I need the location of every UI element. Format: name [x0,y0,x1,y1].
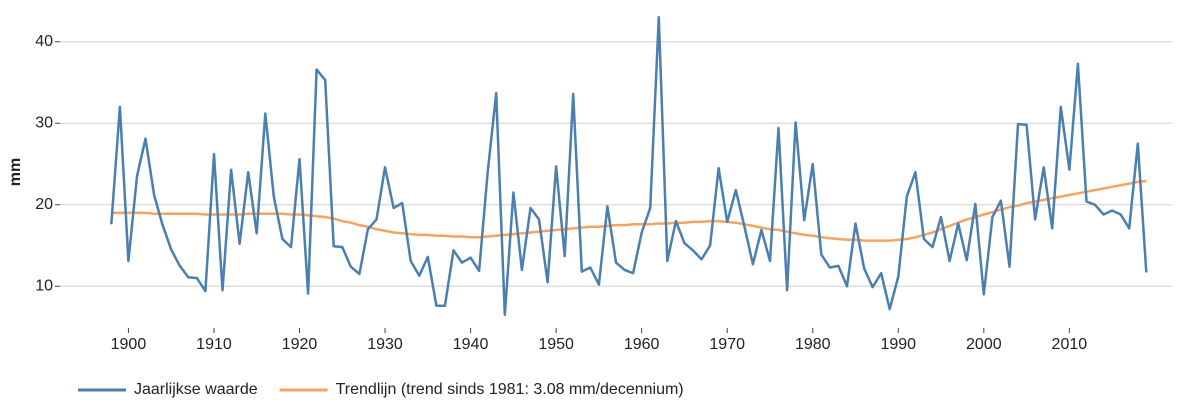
x-tick-label: 2000 [966,336,1002,353]
legend-label: Trendlijn (trend sinds 1981: 3.08 mm/dec… [336,381,684,398]
x-tick-label: 1910 [196,336,232,353]
x-tick-label: 1930 [367,336,403,353]
legend-label: Jaarlijkse waarde [134,381,258,398]
y-tick-label: 20 [35,196,53,213]
y-axis-label: mm [7,158,24,186]
x-tick-label: 1960 [624,336,660,353]
x-tick-label: 1920 [282,336,318,353]
x-tick-label: 1970 [709,336,745,353]
y-tick-label: 40 [35,33,53,50]
x-tick-label: 1990 [880,336,916,353]
x-tick-label: 1950 [538,336,574,353]
y-tick-label: 30 [35,114,53,131]
y-tick-label: 10 [35,277,53,294]
x-tick-label: 1980 [795,336,831,353]
x-tick-label: 2010 [1052,336,1088,353]
data-line [110,16,1148,317]
x-tick-label: 1940 [453,336,489,353]
x-tick-label: 1900 [111,336,147,353]
